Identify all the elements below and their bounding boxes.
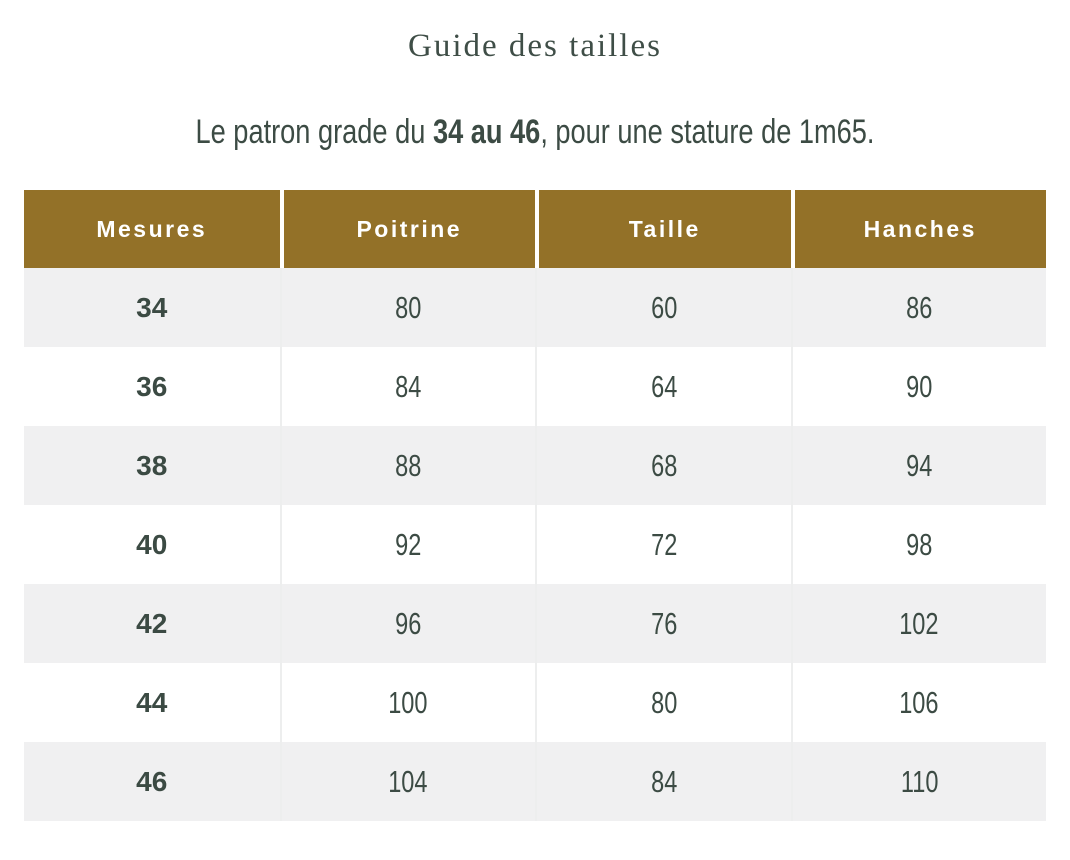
subtitle-suffix: , pour une stature de 1m65. (540, 113, 875, 151)
cell-value: 100 (388, 684, 428, 720)
poitrine-cell: 84 (279, 347, 535, 426)
taille-cell: 68 (535, 426, 791, 505)
cell-value: 84 (650, 763, 677, 799)
taille-cell: 64 (535, 347, 791, 426)
hanches-cell: 86 (790, 268, 1046, 347)
size-cell: 44 (24, 663, 280, 742)
table-row-42: 42 96 76 102 (24, 584, 1046, 663)
cell-value: 84 (395, 368, 422, 404)
header-cell-mesures: Mesures (24, 190, 280, 268)
taille-cell: 84 (535, 742, 791, 821)
cell-value: 96 (395, 605, 422, 641)
cell-value: 104 (388, 763, 428, 799)
hanches-cell: 98 (790, 505, 1046, 584)
size-cell: 42 (24, 584, 280, 663)
poitrine-cell: 92 (279, 505, 535, 584)
cell-value: 94 (906, 447, 933, 483)
poitrine-cell: 96 (279, 584, 535, 663)
size-cell: 38 (24, 426, 280, 505)
header-cell-taille: Taille (535, 190, 791, 268)
cell-value: 80 (395, 289, 422, 325)
header-cell-hanches: Hanches (790, 190, 1046, 268)
table-row-40: 40 92 72 98 (24, 505, 1046, 584)
hanches-cell: 90 (790, 347, 1046, 426)
cell-value: 102 (899, 605, 939, 641)
hanches-cell: 94 (790, 426, 1046, 505)
taille-cell: 76 (535, 584, 791, 663)
cell-value: 110 (900, 763, 939, 799)
size-guide-table: Mesures Poitrine Taille Hanches 34 80 60… (24, 190, 1046, 821)
cell-value: 60 (650, 289, 677, 325)
hanches-cell: 106 (790, 663, 1046, 742)
table-row-36: 36 84 64 90 (24, 347, 1046, 426)
subtitle-size-range: 34 au 46 (432, 113, 541, 151)
cell-value: 106 (899, 684, 939, 720)
poitrine-cell: 104 (279, 742, 535, 821)
hanches-cell: 102 (790, 584, 1046, 663)
size-cell: 36 (24, 347, 280, 426)
subtitle-prefix: Le patron grade du (195, 113, 433, 151)
size-cell: 40 (24, 505, 280, 584)
size-cell: 46 (24, 742, 280, 821)
table-row-38: 38 88 68 94 (24, 426, 1046, 505)
cell-value: 90 (906, 368, 933, 404)
cell-value: 72 (650, 526, 677, 562)
cell-value: 86 (906, 289, 933, 325)
page-title: Guide des tailles (408, 28, 662, 64)
taille-cell: 80 (535, 663, 791, 742)
table-row-44: 44 100 80 106 (24, 663, 1046, 742)
header-cell-poitrine: Poitrine (279, 190, 535, 268)
cell-value: 68 (650, 447, 677, 483)
poitrine-cell: 80 (279, 268, 535, 347)
table-row-34: 34 80 60 86 (24, 268, 1046, 347)
taille-cell: 72 (535, 505, 791, 584)
taille-cell: 60 (535, 268, 791, 347)
cell-value: 64 (650, 368, 677, 404)
subtitle: Le patron grade du 34 au 46, pour une st… (107, 112, 963, 152)
cell-value: 98 (906, 526, 933, 562)
size-cell: 34 (24, 268, 280, 347)
header-row: Mesures Poitrine Taille Hanches (24, 190, 1046, 268)
poitrine-cell: 100 (279, 663, 535, 742)
table-row-46: 46 104 84 110 (24, 742, 1046, 821)
table-header: Mesures Poitrine Taille Hanches (24, 190, 1046, 268)
cell-value: 88 (395, 447, 422, 483)
cell-value: 76 (650, 605, 677, 641)
hanches-cell: 110 (790, 742, 1046, 821)
poitrine-cell: 88 (279, 426, 535, 505)
cell-value: 80 (650, 684, 677, 720)
cell-value: 92 (395, 526, 422, 562)
table-body: 34 80 60 86 36 84 64 90 38 88 68 94 40 9… (24, 268, 1046, 821)
